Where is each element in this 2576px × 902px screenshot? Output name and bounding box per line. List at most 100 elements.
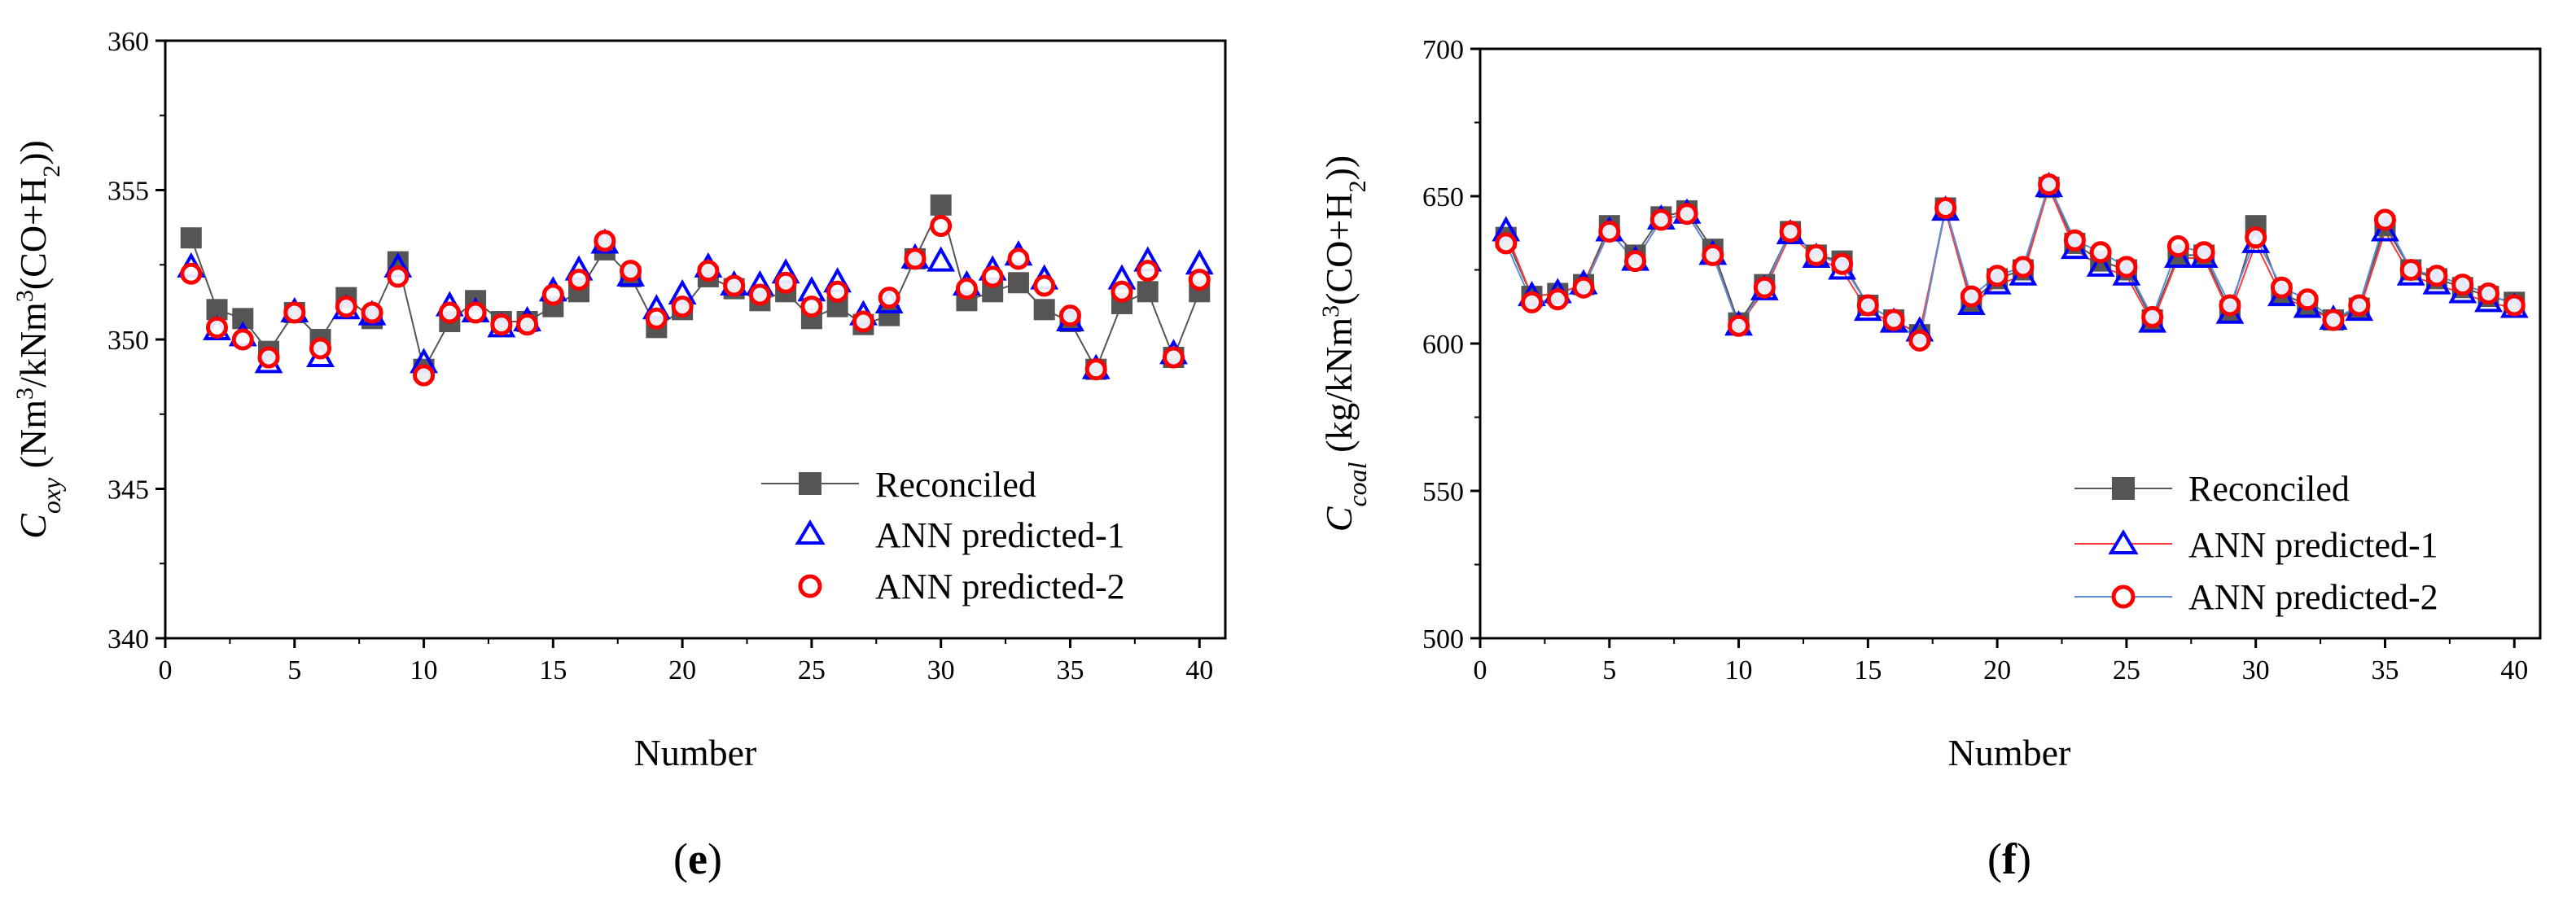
panel-label-e: (e) (673, 834, 722, 883)
data-point-circle (2141, 305, 2164, 328)
x-tick-label: 35 (2371, 655, 2399, 685)
data-point-circle (2089, 241, 2112, 264)
x-tick-label: 20 (668, 655, 696, 685)
data-point-circle (1495, 232, 1518, 255)
data-point-circle (206, 316, 229, 339)
data-point-circle (2399, 259, 2422, 281)
series-line (1505, 185, 2515, 336)
data-point-circle (1960, 285, 1982, 308)
data-point-circle (1058, 304, 1081, 327)
data-point-circle (387, 265, 410, 288)
data-point-circle (283, 301, 306, 324)
data-point-circle (438, 301, 461, 324)
data-point-circle (413, 364, 436, 387)
y-tick-label: 700 (1422, 35, 1464, 65)
x-tick-label: 0 (1474, 655, 1487, 685)
data-point-circle (800, 296, 823, 318)
data-point-triangle (927, 246, 956, 272)
legend-marker-circle (2111, 585, 2136, 609)
legend-marker-square (2112, 477, 2135, 500)
y-tick-label: 345 (107, 475, 149, 506)
data-point-circle (1805, 243, 1828, 266)
data-point-circle (1033, 274, 1056, 297)
legend-label-ann-predicted-2: ANN predicted-2 (875, 567, 1125, 606)
x-axis: 0 5 10 15 20 25 30 35 40 (1474, 638, 2528, 685)
data-point-circle (1188, 269, 1211, 291)
data-point-circle (567, 269, 590, 291)
data-point-circle (1934, 196, 1957, 219)
data-point-triangle (2163, 242, 2193, 269)
data-point-circle (1521, 291, 1544, 313)
data-point-circle (1753, 276, 1776, 299)
data-point-circle (2322, 309, 2345, 331)
data-point-circle (2166, 235, 2189, 258)
data-point-circle (257, 346, 280, 369)
x-tick-label: 30 (927, 655, 955, 685)
data-point-circle (2373, 208, 2396, 231)
data-point-circle (2348, 294, 2371, 317)
legend-entry-ann-predicted-2: ANN predicted-2 (2074, 577, 2438, 617)
data-point-circle (1598, 220, 1621, 243)
x-tick-label: 10 (410, 655, 438, 685)
data-point-circle (2219, 294, 2241, 317)
x-tick-label: 40 (2500, 655, 2528, 685)
legend-marker-square (799, 472, 821, 495)
y-axis-title: Coxy (Nm3/kNm3(CO+H2)) (11, 140, 67, 539)
x-tick-label: 25 (798, 655, 826, 685)
x-tick-label: 5 (1602, 655, 1616, 685)
data-point-circle (2503, 294, 2526, 317)
series-layer (177, 194, 1214, 387)
data-point-circle (1986, 265, 2009, 287)
series-layer (1492, 172, 2529, 352)
data-point-circle (1162, 346, 1185, 369)
data-point-triangle (2371, 216, 2399, 242)
y-axis-title: Ccoal (kg/kNm3(CO+H2)) (1317, 155, 1373, 532)
y-axis: 500 550 600 650 700 (1422, 35, 1480, 655)
y-tick-label: 500 (1422, 624, 1464, 655)
data-point-circle (981, 265, 1004, 288)
data-point-circle (1084, 358, 1107, 381)
legend-marker-triangle (2108, 529, 2139, 554)
x-tick-label: 40 (1185, 655, 1213, 685)
data-point-triangle (2086, 251, 2115, 277)
legend-label-ann-predicted-1: ANN predicted-1 (2188, 525, 2438, 565)
series-line (190, 202, 1201, 372)
data-point-square (1007, 272, 1029, 294)
panel-label-f: (f) (1987, 834, 2031, 883)
legend-label-reconciled: Reconciled (2188, 469, 2350, 509)
data-point-circle (620, 260, 642, 282)
data-point-square (1033, 299, 1055, 321)
x-tick-label: 35 (1056, 655, 1084, 685)
legend-entry-ann-predicted-1: ANN predicted-1 (2074, 525, 2438, 565)
data-point-circle (1676, 203, 1698, 226)
data-point-circle (2115, 256, 2138, 278)
data-point-circle (1111, 280, 1133, 303)
data-point-circle (2451, 274, 2474, 296)
y-tick-label: 600 (1422, 330, 1464, 360)
legend-label-reconciled: Reconciled (875, 465, 1036, 505)
data-point-circle (2012, 256, 2035, 278)
legend-entry-reconciled: Reconciled (761, 465, 1036, 505)
data-point-circle (594, 230, 616, 252)
data-point-circle (2296, 288, 2319, 311)
x-tick-label: 5 (287, 655, 301, 685)
data-point-circle (826, 280, 849, 303)
data-point-circle (723, 274, 746, 297)
data-point-circle (1779, 220, 1802, 243)
data-point-circle (180, 262, 203, 285)
series-line (1505, 182, 2515, 343)
legend-entry-ann-predicted-2: ANN predicted-2 (798, 567, 1125, 606)
data-point-circle (2270, 276, 2293, 299)
y-tick-label: 650 (1422, 182, 1464, 212)
legend: Reconciled ANN predicted-1 ANN predicted… (2074, 469, 2438, 617)
data-point-circle (2038, 173, 2061, 196)
data-point-circle (335, 296, 357, 318)
y-tick-label: 360 (107, 27, 149, 57)
x-tick-label: 25 (2113, 655, 2140, 685)
data-point-circle (464, 301, 487, 324)
data-point-circle (2425, 265, 2448, 287)
legend: Reconciled ANN predicted-1 ANN predicted… (761, 465, 1125, 606)
legend-entry-ann-predicted-1: ANN predicted-1 (795, 515, 1125, 555)
